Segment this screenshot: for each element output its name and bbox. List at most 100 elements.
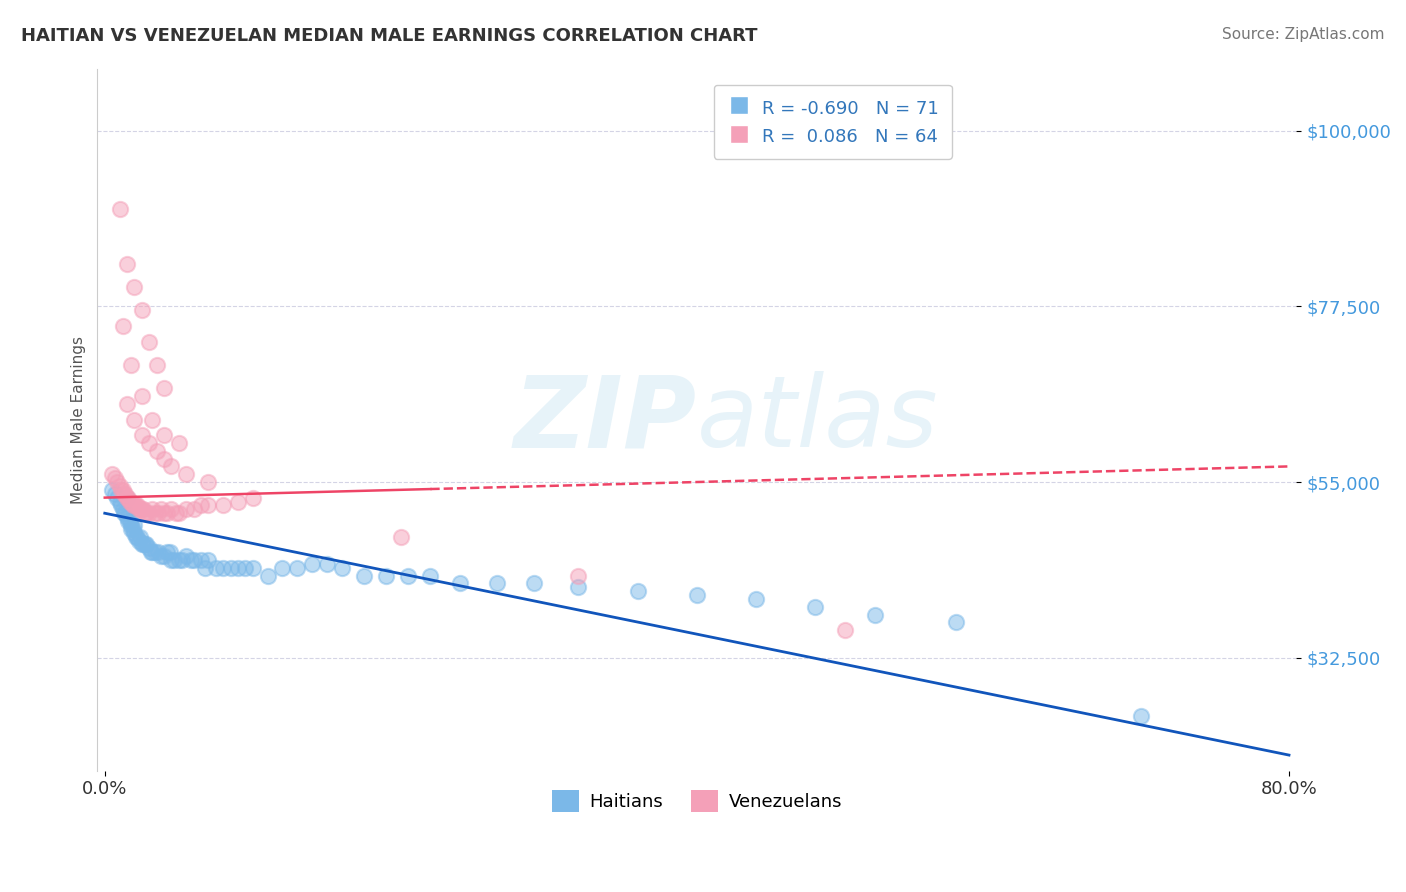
Point bbox=[159, 545, 181, 559]
Point bbox=[174, 502, 197, 516]
Point bbox=[197, 475, 219, 489]
Point bbox=[197, 553, 219, 567]
Point bbox=[180, 553, 202, 567]
Point bbox=[153, 506, 176, 520]
Point bbox=[141, 545, 163, 559]
Point bbox=[146, 545, 169, 559]
Point bbox=[315, 557, 337, 571]
Point bbox=[160, 553, 183, 567]
Point bbox=[1130, 709, 1153, 723]
Point bbox=[104, 471, 127, 485]
Point bbox=[127, 499, 149, 513]
Point bbox=[114, 487, 136, 501]
Point bbox=[104, 487, 127, 501]
Point bbox=[167, 506, 190, 520]
Point bbox=[204, 561, 226, 575]
Point bbox=[138, 506, 160, 520]
Point bbox=[110, 499, 132, 513]
Point bbox=[486, 576, 509, 591]
Point bbox=[863, 607, 886, 622]
Point bbox=[143, 506, 166, 520]
Point bbox=[160, 502, 183, 516]
Point bbox=[389, 530, 412, 544]
Point bbox=[120, 494, 142, 508]
Point bbox=[449, 576, 471, 591]
Point bbox=[139, 545, 162, 559]
Point bbox=[122, 499, 145, 513]
Point bbox=[160, 459, 183, 474]
Text: Source: ZipAtlas.com: Source: ZipAtlas.com bbox=[1222, 27, 1385, 42]
Point bbox=[124, 412, 146, 426]
Point bbox=[120, 522, 142, 536]
Point bbox=[686, 588, 709, 602]
Point bbox=[141, 502, 163, 516]
Point bbox=[219, 561, 242, 575]
Point bbox=[190, 553, 212, 567]
Point bbox=[150, 502, 173, 516]
Point bbox=[256, 568, 278, 582]
Point bbox=[118, 514, 141, 528]
Point bbox=[141, 412, 163, 426]
Point bbox=[125, 499, 148, 513]
Point bbox=[163, 553, 186, 567]
Point bbox=[194, 561, 217, 575]
Point bbox=[567, 580, 589, 594]
Point bbox=[135, 537, 157, 551]
Point bbox=[153, 549, 176, 563]
Point bbox=[167, 553, 190, 567]
Point bbox=[235, 561, 257, 575]
Point bbox=[115, 491, 138, 505]
Point bbox=[125, 530, 148, 544]
Point bbox=[226, 561, 249, 575]
Point bbox=[110, 483, 132, 497]
Point bbox=[124, 517, 146, 532]
Point bbox=[523, 576, 546, 591]
Point bbox=[129, 502, 152, 516]
Point bbox=[112, 487, 135, 501]
Y-axis label: Median Male Earnings: Median Male Earnings bbox=[72, 335, 86, 504]
Point bbox=[114, 506, 136, 520]
Text: HAITIAN VS VENEZUELAN MEDIAN MALE EARNINGS CORRELATION CHART: HAITIAN VS VENEZUELAN MEDIAN MALE EARNIN… bbox=[21, 27, 758, 45]
Point bbox=[170, 553, 193, 567]
Point bbox=[165, 506, 187, 520]
Point bbox=[945, 615, 967, 630]
Point bbox=[804, 599, 827, 614]
Point bbox=[197, 499, 219, 513]
Point bbox=[111, 502, 134, 516]
Point bbox=[174, 467, 197, 482]
Point bbox=[190, 499, 212, 513]
Legend: Haitians, Venezuelans: Haitians, Venezuelans bbox=[538, 778, 855, 825]
Point bbox=[117, 514, 139, 528]
Point bbox=[108, 202, 131, 216]
Point bbox=[131, 537, 153, 551]
Text: atlas: atlas bbox=[697, 371, 938, 468]
Point bbox=[301, 557, 323, 571]
Point bbox=[134, 537, 156, 551]
Point bbox=[567, 568, 589, 582]
Point bbox=[153, 451, 176, 466]
Point bbox=[115, 491, 138, 505]
Point bbox=[242, 491, 264, 505]
Point bbox=[118, 494, 141, 508]
Point bbox=[131, 389, 153, 403]
Point bbox=[212, 561, 235, 575]
Point bbox=[101, 467, 124, 482]
Point bbox=[131, 502, 153, 516]
Point bbox=[132, 502, 155, 516]
Point bbox=[143, 545, 166, 559]
Point bbox=[226, 494, 249, 508]
Point bbox=[419, 568, 441, 582]
Point bbox=[396, 568, 419, 582]
Point bbox=[128, 502, 150, 516]
Point bbox=[138, 541, 160, 556]
Point bbox=[271, 561, 294, 575]
Point bbox=[108, 494, 131, 508]
Point bbox=[146, 506, 169, 520]
Point bbox=[145, 443, 167, 458]
Point bbox=[330, 561, 353, 575]
Point bbox=[108, 479, 131, 493]
Point bbox=[834, 624, 856, 638]
Point bbox=[112, 506, 135, 520]
Point bbox=[105, 491, 128, 505]
Point bbox=[153, 428, 176, 442]
